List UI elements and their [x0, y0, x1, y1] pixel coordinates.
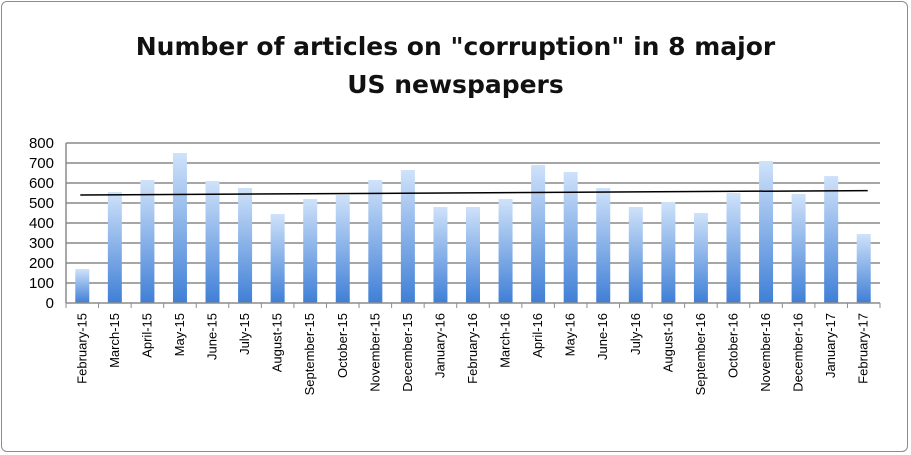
bar	[172, 153, 187, 303]
bar	[238, 188, 253, 303]
bar	[824, 176, 839, 303]
bar	[759, 161, 774, 303]
chart-title-line-2: US newspapers	[347, 70, 564, 99]
x-tick-label: September-16	[693, 313, 708, 395]
bar	[270, 214, 285, 303]
bar	[693, 213, 708, 303]
y-tick-label: 600	[29, 175, 54, 192]
y-tick-label: 500	[29, 195, 54, 212]
bar	[303, 199, 318, 303]
x-tick-label: April-15	[139, 313, 154, 358]
x-tick-label: August-15	[270, 313, 285, 372]
bar	[75, 269, 90, 303]
bar	[563, 172, 578, 303]
chart-title: Number of articles on "corruption" in 8 …	[0, 28, 911, 104]
bars	[75, 153, 871, 303]
x-tick-label: May-16	[563, 313, 578, 356]
y-tick-label: 100	[29, 275, 54, 292]
bar	[400, 170, 415, 303]
x-tick-label: October-15	[335, 313, 350, 378]
bar	[368, 180, 383, 303]
bar	[661, 202, 676, 303]
trendline	[80, 189, 868, 196]
x-tick-label: February-15	[74, 313, 89, 384]
bar	[856, 234, 871, 303]
x-tick-label: July-15	[237, 313, 252, 355]
bar	[628, 207, 643, 303]
axes	[65, 143, 881, 308]
y-tick-label: 400	[29, 215, 54, 232]
x-tick-label: March-15	[107, 313, 122, 368]
x-tick-label: June-16	[595, 313, 610, 360]
bar	[107, 192, 122, 303]
bar	[466, 207, 480, 303]
bar	[791, 194, 806, 303]
bar	[596, 188, 611, 303]
x-tick-label: March-16	[498, 313, 513, 368]
x-tick-label: December-16	[791, 313, 806, 392]
x-tick-label: February-16	[465, 313, 480, 384]
x-tick-label: October-16	[725, 313, 740, 378]
x-tick-label: January-17	[823, 313, 838, 378]
x-tick-label: January-16	[432, 313, 447, 378]
y-tick-label: 700	[29, 155, 54, 172]
x-tick-label: November-16	[758, 313, 773, 392]
bar	[140, 180, 155, 303]
y-tick-label: 300	[29, 235, 54, 252]
bar	[335, 195, 350, 303]
y-tick-label: 0	[46, 295, 54, 312]
x-tick-label: June-15	[205, 313, 220, 360]
chart-title-line-1: Number of articles on "corruption" in 8 …	[135, 32, 776, 61]
x-tick-label: July-16	[628, 313, 643, 355]
bar	[726, 193, 741, 303]
x-tick-label: September-15	[302, 313, 317, 395]
x-tick-label: February-17	[856, 313, 871, 384]
x-tick-label: November-15	[367, 313, 382, 392]
y-axis-ticks: 0 100 200 300 400 500 600 700 800	[29, 135, 54, 312]
bar	[433, 207, 448, 303]
y-tick-label: 200	[29, 255, 54, 272]
x-tick-label: December-15	[400, 313, 415, 392]
x-tick-label: April-16	[530, 313, 545, 358]
bar	[205, 181, 220, 303]
bar	[498, 199, 513, 303]
x-tick-label: August-16	[660, 313, 675, 372]
y-tick-label: 800	[29, 135, 54, 152]
bar	[531, 165, 546, 303]
trend-line	[80, 189, 868, 196]
x-tick-label: May-15	[172, 313, 187, 356]
x-axis-ticks: February-15 March-15 April-15 May-15 June-15…	[74, 313, 870, 395]
